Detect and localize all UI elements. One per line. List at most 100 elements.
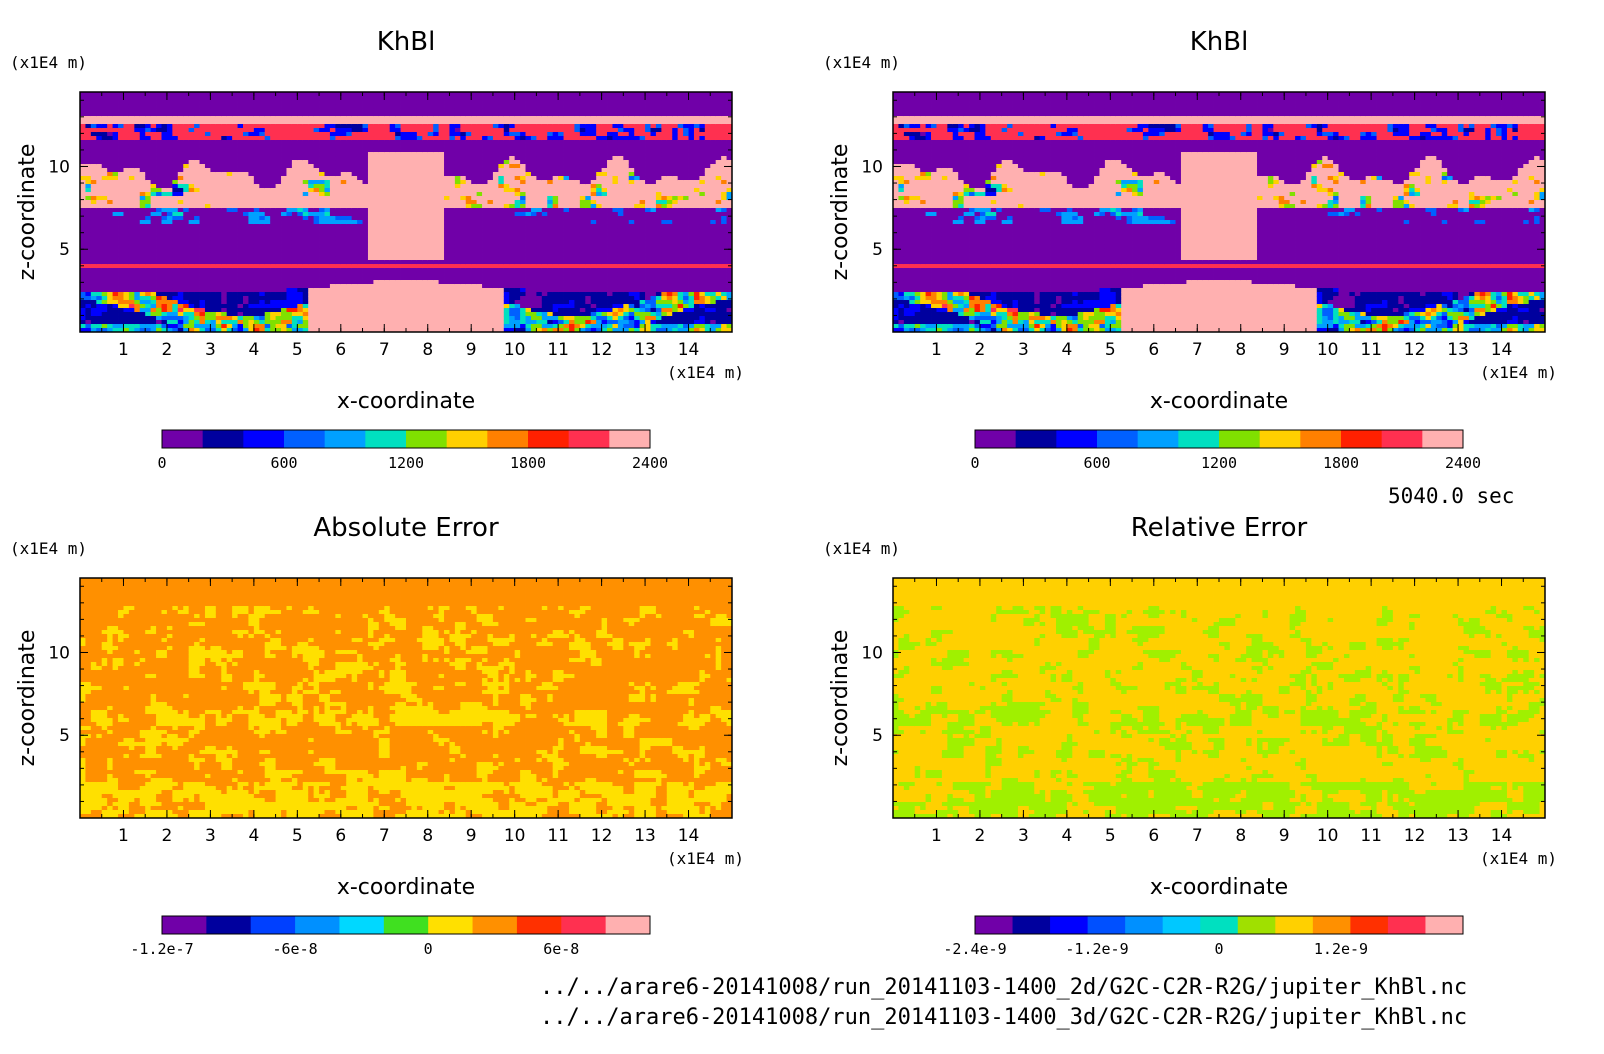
heatmap-cell: [367, 128, 374, 133]
heatmap-cell: [286, 260, 293, 265]
heatmap-cell: [482, 188, 488, 193]
heatmap-cell: [367, 116, 374, 121]
heatmap-cell: [427, 252, 434, 257]
heatmap-cell: [395, 176, 401, 181]
heatmap-cell: [509, 192, 516, 197]
heatmap-cell: [514, 196, 521, 201]
heatmap-cell: [324, 296, 331, 301]
heatmap-cell: [275, 320, 282, 325]
heatmap-cell: [215, 272, 222, 277]
heatmap-cell: [335, 220, 342, 225]
heatmap-cell: [487, 108, 494, 113]
heatmap-cell: [286, 200, 293, 205]
heatmap-cell: [291, 312, 298, 317]
heatmap-cell: [335, 112, 342, 117]
heatmap-cell: [134, 276, 141, 281]
heatmap-cell: [487, 196, 494, 201]
heatmap-cell: [411, 188, 418, 193]
heatmap-cell: [498, 180, 505, 185]
heatmap-cell: [476, 204, 483, 209]
heatmap-cell: [476, 244, 483, 249]
heatmap-cell: [237, 140, 244, 145]
heatmap-cell: [210, 272, 217, 277]
heatmap-cell: [243, 228, 249, 233]
heatmap-cell: [177, 204, 184, 209]
heatmap-cell: [503, 148, 510, 153]
heatmap-cell: [96, 104, 103, 109]
heatmap-cell: [378, 196, 385, 201]
heatmap-cell: [351, 140, 358, 145]
heatmap-cell: [373, 168, 380, 173]
heatmap-cell: [373, 196, 380, 201]
heatmap-cell: [487, 220, 494, 225]
heatmap-cell: [96, 224, 103, 229]
heatmap-cell: [80, 292, 86, 297]
heatmap-cell: [166, 264, 173, 269]
heatmap-cell: [90, 256, 97, 261]
heatmap-cell: [319, 244, 325, 249]
heatmap-cell: [498, 224, 505, 229]
heatmap-cell: [406, 136, 412, 141]
heatmap-cell: [509, 276, 516, 281]
heatmap-cell: [438, 204, 445, 209]
heatmap-cell: [226, 276, 233, 281]
heatmap-cell: [335, 288, 342, 293]
heatmap-cell: [118, 128, 124, 133]
heatmap-cell: [270, 188, 276, 193]
heatmap-cell: [161, 240, 168, 245]
heatmap-cell: [476, 192, 483, 197]
heatmap-cell: [308, 312, 315, 317]
heatmap-cell: [80, 328, 86, 333]
heatmap-cell: [128, 280, 135, 285]
heatmap-cell: [96, 152, 103, 157]
heatmap-cell: [172, 196, 179, 201]
heatmap-cell: [384, 272, 391, 277]
heatmap-cell: [487, 304, 494, 309]
heatmap-cell: [204, 124, 211, 129]
heatmap-cell: [340, 248, 347, 253]
heatmap-cell: [340, 100, 347, 105]
heatmap-cell: [281, 324, 287, 329]
heatmap-cell: [460, 264, 467, 269]
heatmap-cell: [308, 184, 315, 189]
heatmap-cell: [253, 224, 260, 229]
heatmap-cell: [362, 92, 369, 97]
heatmap-cell: [112, 268, 119, 273]
heatmap-cell: [172, 92, 179, 97]
heatmap-cell: [243, 112, 249, 117]
heatmap-cell: [139, 248, 146, 253]
heatmap-cell: [520, 172, 526, 177]
heatmap-cell: [297, 140, 304, 145]
heatmap-cell: [346, 112, 353, 117]
heatmap-cell: [427, 180, 434, 185]
heatmap-cell: [487, 268, 494, 273]
heatmap-cell: [362, 328, 369, 333]
heatmap-cell: [460, 184, 467, 189]
heatmap-cell: [444, 308, 450, 313]
heatmap-cell: [373, 288, 380, 293]
heatmap-cell: [313, 232, 320, 237]
heatmap-cell: [422, 300, 429, 305]
heatmap-cell: [389, 292, 396, 297]
heatmap-cell: [156, 160, 162, 165]
heatmap-cell: [264, 288, 271, 293]
heatmap-cell: [210, 284, 217, 289]
heatmap-cell: [503, 108, 510, 113]
heatmap-cell: [194, 212, 200, 217]
heatmap-cell: [291, 148, 298, 153]
heatmap-cell: [264, 140, 271, 145]
heatmap-cell: [487, 172, 494, 177]
heatmap-cell: [118, 112, 124, 117]
heatmap-cell: [460, 292, 467, 297]
heatmap-cell: [80, 144, 86, 149]
heatmap-cell: [433, 104, 439, 109]
heatmap-cell: [90, 228, 97, 233]
heatmap-cell: [471, 92, 478, 97]
heatmap-cell: [232, 136, 238, 141]
heatmap-cell: [476, 208, 483, 213]
heatmap-cell: [96, 120, 103, 125]
heatmap-cell: [378, 164, 385, 169]
heatmap-cell: [204, 168, 211, 173]
heatmap-cell: [134, 304, 141, 309]
heatmap-cell: [400, 260, 407, 265]
